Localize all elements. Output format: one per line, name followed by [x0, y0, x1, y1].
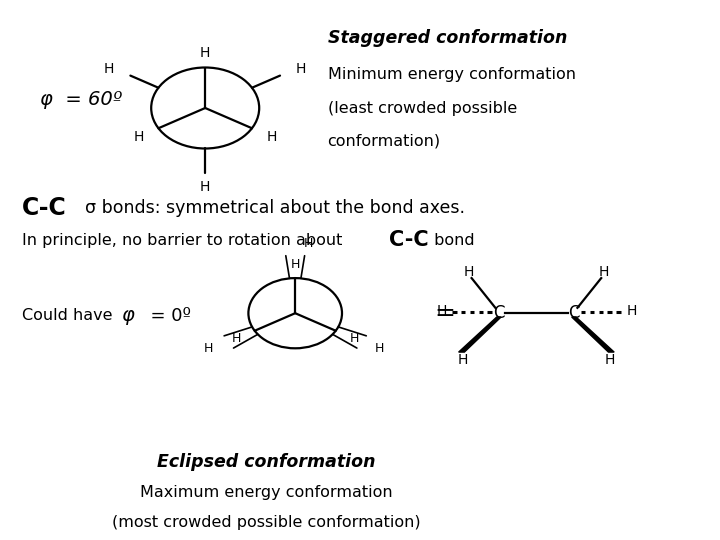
- Text: C-C: C-C: [389, 230, 428, 251]
- Text: H: H: [296, 62, 307, 76]
- Text: =: =: [435, 301, 455, 325]
- Text: In principle, no barrier to rotation about: In principle, no barrier to rotation abo…: [22, 233, 342, 248]
- Text: H: H: [374, 342, 384, 355]
- Text: H: H: [290, 258, 300, 271]
- Text: Minimum energy conformation: Minimum energy conformation: [328, 67, 575, 82]
- Text: H: H: [458, 353, 468, 367]
- Text: H: H: [605, 353, 615, 367]
- Text: (least crowded possible: (least crowded possible: [328, 100, 517, 116]
- Text: H: H: [133, 130, 144, 144]
- Text: C: C: [568, 304, 580, 322]
- Text: bond: bond: [429, 233, 474, 248]
- Text: H: H: [464, 265, 474, 279]
- Text: H: H: [626, 304, 636, 318]
- Text: Eclipsed conformation: Eclipsed conformation: [157, 453, 376, 471]
- Text: H: H: [104, 62, 114, 76]
- Text: H: H: [266, 130, 277, 144]
- Text: H: H: [599, 265, 609, 279]
- Text: Staggered conformation: Staggered conformation: [328, 29, 567, 47]
- Text: C: C: [493, 304, 505, 322]
- Text: σ bonds: symmetrical about the bond axes.: σ bonds: symmetrical about the bond axes…: [85, 199, 465, 217]
- Text: Maximum energy conformation: Maximum energy conformation: [140, 485, 392, 500]
- Text: H: H: [204, 342, 213, 355]
- Text: conformation): conformation): [328, 134, 441, 149]
- Polygon shape: [459, 317, 501, 352]
- Text: H: H: [200, 180, 210, 194]
- Text: (most crowded possible conformation): (most crowded possible conformation): [112, 515, 420, 530]
- Text: H: H: [200, 46, 210, 60]
- Text: φ  = 60º: φ = 60º: [40, 90, 122, 110]
- Text: H: H: [436, 304, 446, 318]
- Text: Could have: Could have: [22, 308, 117, 323]
- Text: H: H: [232, 332, 241, 345]
- Text: C-C: C-C: [22, 196, 66, 220]
- Text: H: H: [349, 332, 359, 345]
- Text: φ: φ: [121, 306, 134, 326]
- Polygon shape: [572, 317, 614, 352]
- Text: H: H: [303, 237, 313, 250]
- Text: = 0º: = 0º: [139, 307, 191, 325]
